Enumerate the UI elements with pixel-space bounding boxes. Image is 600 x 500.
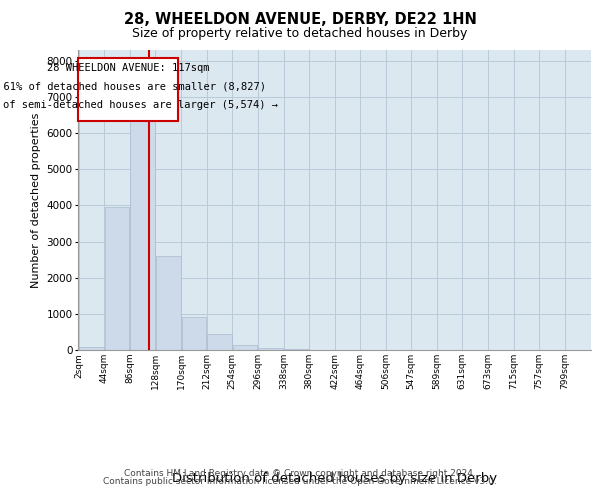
Bar <box>259 348 283 350</box>
Text: 38% of semi-detached houses are larger (5,574) →: 38% of semi-detached houses are larger (… <box>0 100 278 110</box>
Bar <box>105 207 130 350</box>
Text: Contains public sector information licensed under the Open Government Licence v3: Contains public sector information licen… <box>103 477 497 486</box>
Bar <box>207 334 232 350</box>
Bar <box>233 344 257 350</box>
Bar <box>79 348 104 350</box>
Y-axis label: Number of detached properties: Number of detached properties <box>31 112 41 288</box>
Bar <box>78 58 178 120</box>
Text: Contains HM Land Registry data © Crown copyright and database right 2024.: Contains HM Land Registry data © Crown c… <box>124 468 476 477</box>
Text: 28 WHEELDON AVENUE: 117sqm: 28 WHEELDON AVENUE: 117sqm <box>47 63 209 73</box>
Text: ← 61% of detached houses are smaller (8,827): ← 61% of detached houses are smaller (8,… <box>0 82 266 92</box>
Text: 28, WHEELDON AVENUE, DERBY, DE22 1HN: 28, WHEELDON AVENUE, DERBY, DE22 1HN <box>124 12 476 28</box>
Bar <box>156 256 181 350</box>
Text: Size of property relative to detached houses in Derby: Size of property relative to detached ho… <box>133 28 467 40</box>
Bar <box>130 115 155 350</box>
Bar <box>182 318 206 350</box>
X-axis label: Distribution of detached houses by size in Derby: Distribution of detached houses by size … <box>172 472 497 486</box>
